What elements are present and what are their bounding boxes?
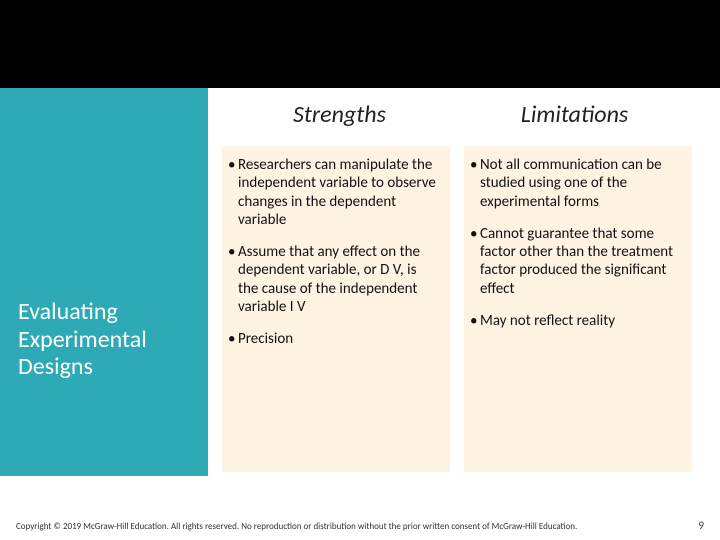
bullet-item: • Not all communication can be studied u… (470, 156, 680, 211)
bullet-item: • Precision (228, 330, 438, 348)
slide: Evaluating Experimental Designs Strength… (0, 0, 720, 540)
slide-title: Evaluating Experimental Designs (18, 298, 198, 381)
bullet-text: Precision (238, 330, 438, 348)
column-headers-row: Strengths Limitations (222, 100, 692, 129)
bullet-text: Assume that any effect on the dependent … (238, 243, 438, 316)
bullet-text: May not reflect reality (480, 312, 680, 330)
bullet-icon: • (470, 156, 480, 211)
bullet-item: • Assume that any effect on the dependen… (228, 243, 438, 316)
page-number: 9 (684, 519, 704, 532)
title-line: Designs (18, 352, 93, 381)
bullet-icon: • (228, 330, 238, 348)
sidebar-panel: Evaluating Experimental Designs (0, 88, 208, 476)
title-line: Evaluating (18, 297, 118, 326)
limitations-header: Limitations (457, 100, 692, 129)
footer: Copyright © 2019 McGraw-Hill Education. … (16, 519, 704, 532)
bullet-text: Not all communication can be studied usi… (480, 156, 680, 211)
bullet-item: • May not reflect reality (470, 312, 680, 330)
limitations-column: • Not all communication can be studied u… (464, 146, 692, 472)
bullet-icon: • (228, 243, 238, 316)
bullet-item: • Cannot guarantee that some factor othe… (470, 225, 680, 298)
bullet-text: Cannot guarantee that some factor other … (480, 225, 680, 298)
strengths-column: • Researchers can manipulate the indepen… (222, 146, 450, 472)
bullet-icon: • (470, 312, 480, 330)
strengths-header: Strengths (222, 100, 457, 129)
content-area: • Researchers can manipulate the indepen… (222, 146, 692, 472)
bullet-text: Researchers can manipulate the independe… (238, 156, 438, 229)
black-header-band (0, 0, 720, 88)
bullet-icon: • (470, 225, 480, 298)
copyright-text: Copyright © 2019 McGraw-Hill Education. … (16, 521, 684, 532)
bullet-item: • Researchers can manipulate the indepen… (228, 156, 438, 229)
title-line: Experimental (18, 325, 147, 354)
bullet-icon: • (228, 156, 238, 229)
